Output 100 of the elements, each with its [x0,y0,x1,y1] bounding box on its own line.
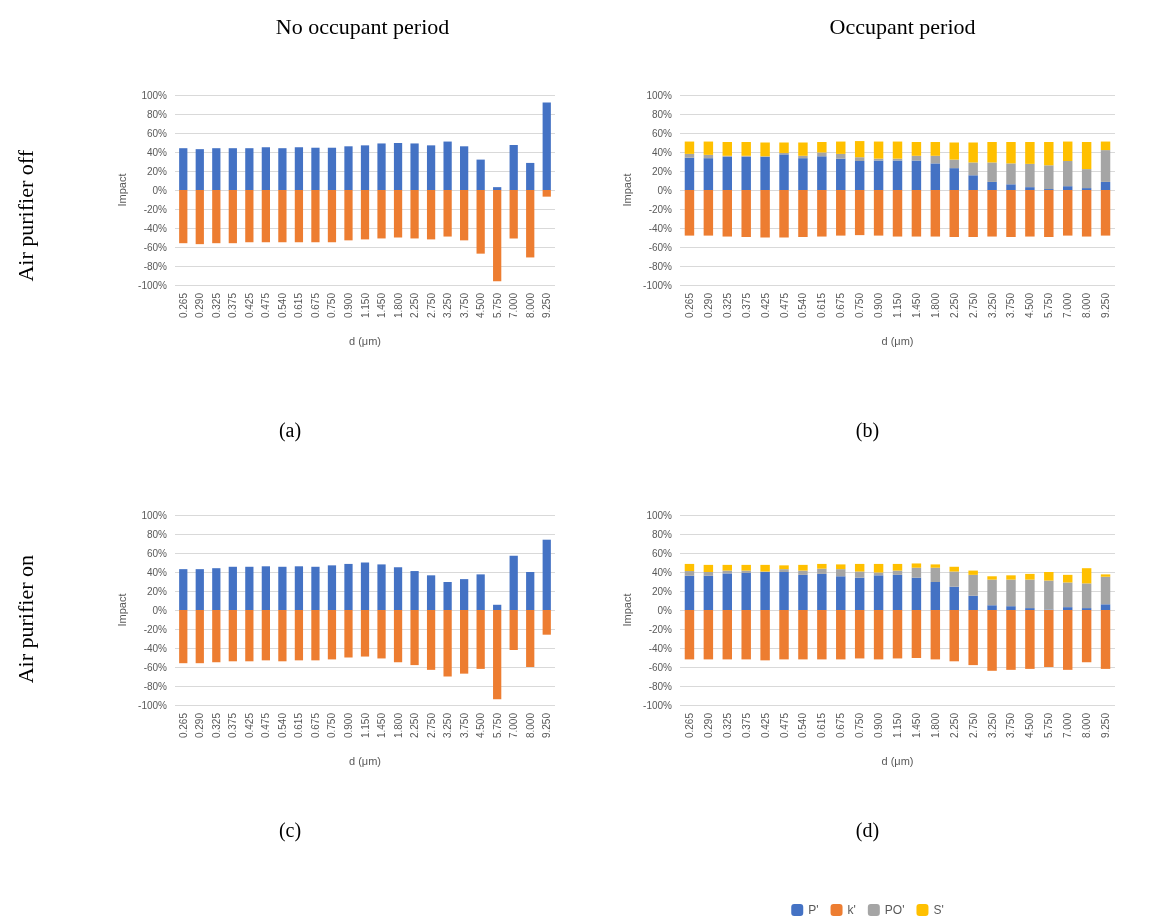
x-tick-label: 0.265 [683,712,695,739]
text: Air purifier on [12,555,38,684]
x-tick-label: 2.250 [948,292,960,319]
x-tick-label: 1.800 [929,712,941,739]
chart-title: No occupant period [275,13,450,39]
y-axis-title: Impact [115,173,128,207]
x-tick-label: 0.265 [177,292,189,319]
x-tick-label: 7.000 [508,292,520,319]
y-tick-label: 40% [651,566,673,578]
text: (b) [855,419,880,442]
legend-label: PO' [884,903,905,917]
x-tick-label: 1.450 [376,712,388,739]
x-tick-label: 0.675 [309,292,321,319]
y-axis-title: Impact [620,593,633,627]
y-tick-label: -80% [648,680,673,692]
y-tick-label: -40% [648,222,673,234]
x-tick-label: 0.615 [816,292,828,319]
y-tick-label: -60% [648,241,673,253]
x-tick-label: 0.750 [326,292,338,319]
y-tick-label: -20% [143,623,168,635]
y-tick-label: -60% [143,241,168,253]
y-tick-label: 0% [657,604,673,616]
x-tick-label: 4.500 [475,712,487,739]
x-tick-label: 0.675 [835,712,847,739]
x-tick-label: 0.675 [835,292,847,319]
y-tick-label: 80% [146,108,168,120]
x-tick-label: 0.900 [342,292,354,319]
x-tick-label: 0.900 [342,712,354,739]
y-tick-label: -100% [138,279,168,291]
x-tick-label: 0.475 [260,292,272,319]
x-tick-label: 5.750 [1043,292,1055,319]
x-tick-label: 0.325 [721,292,733,319]
x-tick-label: 0.375 [740,292,752,319]
x-tick-label: 2.250 [409,712,421,739]
x-tick-label: 0.900 [873,292,885,319]
y-tick-label: -80% [648,260,673,272]
x-tick-label: 8.000 [524,292,536,319]
x-tick-label: 0.290 [194,292,206,319]
x-tick-label: 3.750 [1005,712,1017,739]
y-tick-label: 40% [651,146,673,158]
x-tick-label: 1.800 [392,712,404,739]
x-axis-title: d (μm) [881,754,914,767]
x-tick-label: 5.750 [1043,712,1055,739]
x-tick-label: 0.290 [702,292,714,319]
y-tick-label: 40% [146,566,168,578]
x-tick-label: 5.750 [491,712,503,739]
y-tick-label: 20% [651,585,673,597]
y-tick-label: 100% [141,509,168,521]
x-tick-label: 0.540 [797,712,809,739]
x-tick-label: 0.265 [177,712,189,739]
x-tick-label: 4.500 [475,292,487,319]
y-tick-label: 100% [646,509,673,521]
y-tick-label: 0% [657,184,673,196]
x-tick-label: 0.425 [243,292,255,319]
x-tick-label: 3.250 [442,292,454,319]
x-tick-label: 0.375 [740,712,752,739]
x-axis-title: d (μm) [348,334,382,347]
x-tick-label: 3.250 [442,712,454,739]
x-tick-label: 0.325 [721,712,733,739]
x-tick-label: 0.375 [227,712,239,739]
y-tick-label: 0% [152,604,168,616]
x-tick-label: 3.750 [458,712,470,739]
x-axis-title: d (μm) [881,334,914,347]
x-tick-label: 1.150 [359,712,371,739]
y-tick-label: -100% [138,699,168,711]
x-tick-label: 8.000 [524,712,536,739]
x-tick-label: 2.250 [409,292,421,319]
x-tick-label: 0.425 [759,292,771,319]
x-tick-label: 0.540 [797,292,809,319]
x-tick-label: 8.000 [1081,292,1093,319]
x-tick-label: 7.000 [1062,292,1074,319]
y-tick-label: -100% [643,279,673,291]
x-tick-label: 0.290 [194,712,206,739]
x-tick-label: 1.450 [910,712,922,739]
y-tick-label: -60% [143,661,168,673]
legend-label: k' [847,903,856,917]
x-tick-label: 4.500 [1024,292,1036,319]
x-tick-label: 0.615 [816,712,828,739]
x-tick-label: 0.425 [243,712,255,739]
y-tick-label: 60% [146,127,168,139]
y-tick-label: 20% [146,585,168,597]
x-tick-label: 8.000 [1081,712,1093,739]
x-tick-label: 0.265 [683,292,695,319]
x-tick-label: 2.750 [967,712,979,739]
text: (d) [855,819,880,842]
x-tick-label: 1.800 [929,292,941,319]
x-tick-label: 1.450 [910,292,922,319]
y-tick-label: 40% [146,146,168,158]
y-tick-label: 60% [651,127,673,139]
x-tick-label: 2.750 [967,292,979,319]
y-tick-label: -20% [648,623,673,635]
x-tick-label: 2.750 [425,292,437,319]
y-axis-title: Impact [115,593,128,627]
chart-title: Occupant period [829,13,976,39]
y-tick-label: -20% [648,203,673,215]
x-tick-label: 2.750 [425,712,437,739]
y-tick-label: -40% [143,642,168,654]
legend-label: S' [933,903,944,917]
x-tick-label: 1.150 [892,292,903,319]
x-tick-label: 2.250 [948,712,960,739]
